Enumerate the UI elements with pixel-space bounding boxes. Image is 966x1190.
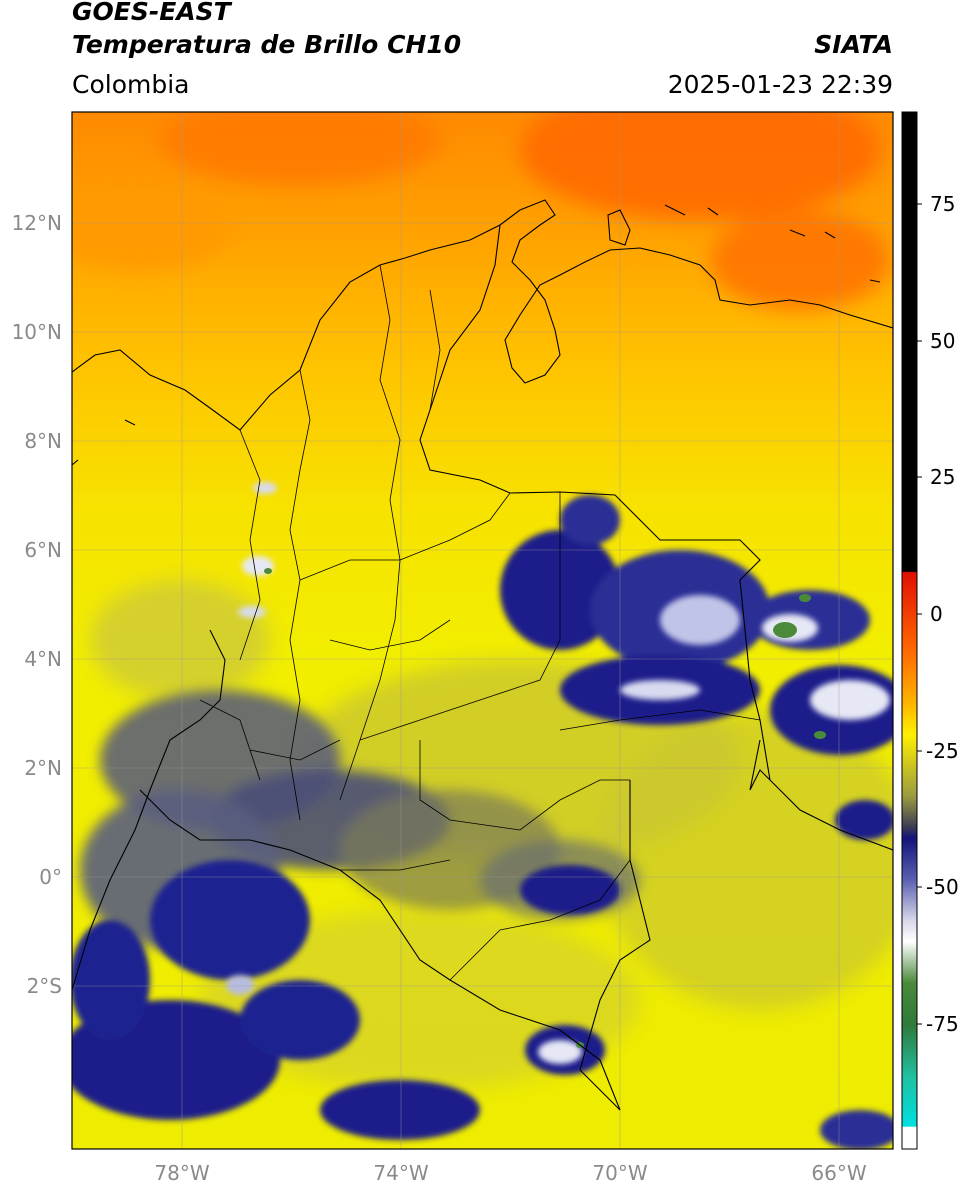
lat-ticks: 12°N 10°N 8°N 6°N 4°N 2°N 0° 2°S bbox=[12, 211, 62, 998]
coastlines-and-borders bbox=[72, 199, 893, 1111]
colorbar-tick-label: -75 bbox=[926, 1012, 959, 1036]
colorbar-tick-label: -25 bbox=[926, 739, 959, 763]
satellite-title: GOES-EAST bbox=[72, 0, 231, 26]
colorbar-frame bbox=[901, 111, 918, 1150]
product-title: Temperatura de Brillo CH10 bbox=[72, 30, 462, 59]
caribbean-islands bbox=[124, 204, 881, 426]
lon-tick-label: 78°W bbox=[154, 1161, 209, 1185]
very-cold-cloud-tops bbox=[226, 482, 890, 1064]
lat-tick-label: 8°N bbox=[24, 429, 62, 453]
graticule bbox=[72, 112, 893, 1149]
colorbar-tick-label: 75 bbox=[930, 192, 955, 216]
map-frame bbox=[71, 111, 894, 1150]
datetime-label: 2025-01-23 22:39 bbox=[667, 70, 893, 99]
agency-label: SIATA bbox=[814, 30, 893, 59]
colorbar-tick-label: 50 bbox=[930, 329, 955, 353]
warm-region-cloudfree bbox=[72, 112, 890, 310]
caribbean-coastline bbox=[72, 199, 893, 431]
lat-tick-label: 2°S bbox=[27, 974, 62, 998]
lon-tick-label: 66°W bbox=[811, 1161, 866, 1185]
colorbar-tick-label: -50 bbox=[926, 875, 959, 899]
colorbar-tick-label: 25 bbox=[930, 465, 955, 489]
colorbar-ticks: 75 50 25 0 -25 -50 -75 bbox=[917, 192, 959, 1036]
lat-tick-label: 0° bbox=[39, 865, 62, 889]
pacific-coastline bbox=[72, 459, 226, 991]
lat-tick-label: 2°N bbox=[24, 756, 62, 780]
lat-tick-label: 6°N bbox=[24, 538, 62, 562]
lon-tick-label: 70°W bbox=[592, 1161, 647, 1185]
colombia-peru-border bbox=[139, 789, 621, 1111]
region-label: Colombia bbox=[72, 70, 190, 99]
colombia-brazil-border bbox=[579, 779, 893, 1111]
lon-ticks: 78°W 74°W 70°W 66°W bbox=[154, 1161, 866, 1185]
colorbar-tick-label: 0 bbox=[930, 602, 943, 626]
lon-tick-label: 74°W bbox=[373, 1161, 428, 1185]
colombia-venezuela-border bbox=[419, 224, 771, 791]
department-borders bbox=[199, 264, 761, 981]
lat-tick-label: 12°N bbox=[12, 211, 62, 235]
coldest-cores bbox=[264, 568, 826, 1048]
colorbar bbox=[902, 112, 917, 1149]
lat-tick-label: 10°N bbox=[12, 320, 62, 344]
lat-tick-label: 4°N bbox=[24, 647, 62, 671]
